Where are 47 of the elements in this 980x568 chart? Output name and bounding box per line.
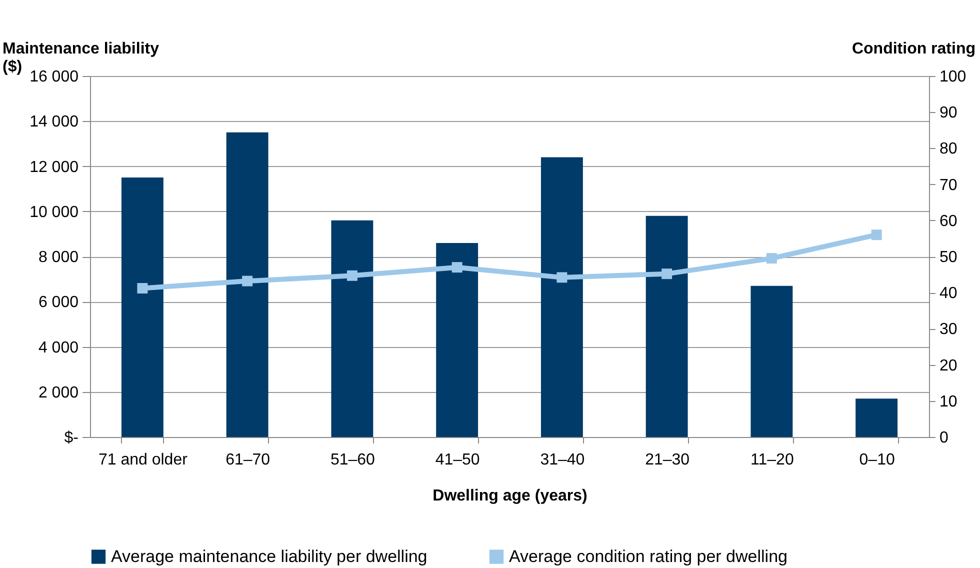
bar xyxy=(226,132,268,437)
x-tick-label: 71 and older xyxy=(98,452,188,468)
y2-tick-label: 20 xyxy=(940,357,958,374)
y-tick-label: 10 000 xyxy=(30,204,79,221)
x-tick-label: 0–10 xyxy=(859,452,895,468)
bar xyxy=(540,157,583,437)
x-tick-label: 41–50 xyxy=(435,452,480,468)
point xyxy=(871,230,882,240)
y-tick-label: 14 000 xyxy=(30,114,79,131)
bar xyxy=(750,286,793,437)
bar xyxy=(646,216,688,437)
y-tick-label: 4 000 xyxy=(38,339,79,356)
y2-tick-label: 10 xyxy=(940,393,958,410)
x-tick-label: 31–40 xyxy=(540,452,585,468)
y2-tick-label: 80 xyxy=(940,140,958,158)
x-tick-label: 61–70 xyxy=(226,452,270,468)
y2-tick-label: 60 xyxy=(940,212,958,230)
y2-tick-label: 50 xyxy=(940,249,958,266)
legend-label: Average maintenance liability per dwelling xyxy=(111,546,428,566)
y-tick-label: 6 000 xyxy=(38,294,79,312)
y2-tick-label: 30 xyxy=(940,321,958,338)
point xyxy=(766,253,777,264)
bar xyxy=(856,398,898,437)
bar xyxy=(331,220,374,437)
y2-axis-title: Condition rating xyxy=(852,40,976,58)
y2-tick-label: 40 xyxy=(940,285,958,302)
x-tick-label: 21–30 xyxy=(645,452,690,468)
point xyxy=(662,268,672,280)
bar xyxy=(436,242,478,437)
x-tick-label: 11–20 xyxy=(750,452,794,468)
y-tick-label: $- xyxy=(64,430,78,446)
point xyxy=(137,283,148,294)
point xyxy=(242,276,253,286)
x-axis-title: Dwelling age (years) xyxy=(432,488,588,504)
point xyxy=(346,270,358,281)
y2-tick-label: 90 xyxy=(940,104,958,122)
y-tick-label: 8 000 xyxy=(38,249,79,266)
legend-label: Average condition rating per dwelling xyxy=(509,546,788,566)
point xyxy=(556,272,568,283)
y-tick-label: 12 000 xyxy=(30,158,79,176)
y2-tick-label: 70 xyxy=(940,176,958,194)
y2-tick-label: 0 xyxy=(940,430,948,446)
y2-tick-label: 100 xyxy=(940,68,966,86)
point xyxy=(452,262,462,273)
x-tick-label: 51–60 xyxy=(330,452,376,468)
bar xyxy=(121,178,164,437)
y-tick-label: 2 000 xyxy=(38,384,79,402)
